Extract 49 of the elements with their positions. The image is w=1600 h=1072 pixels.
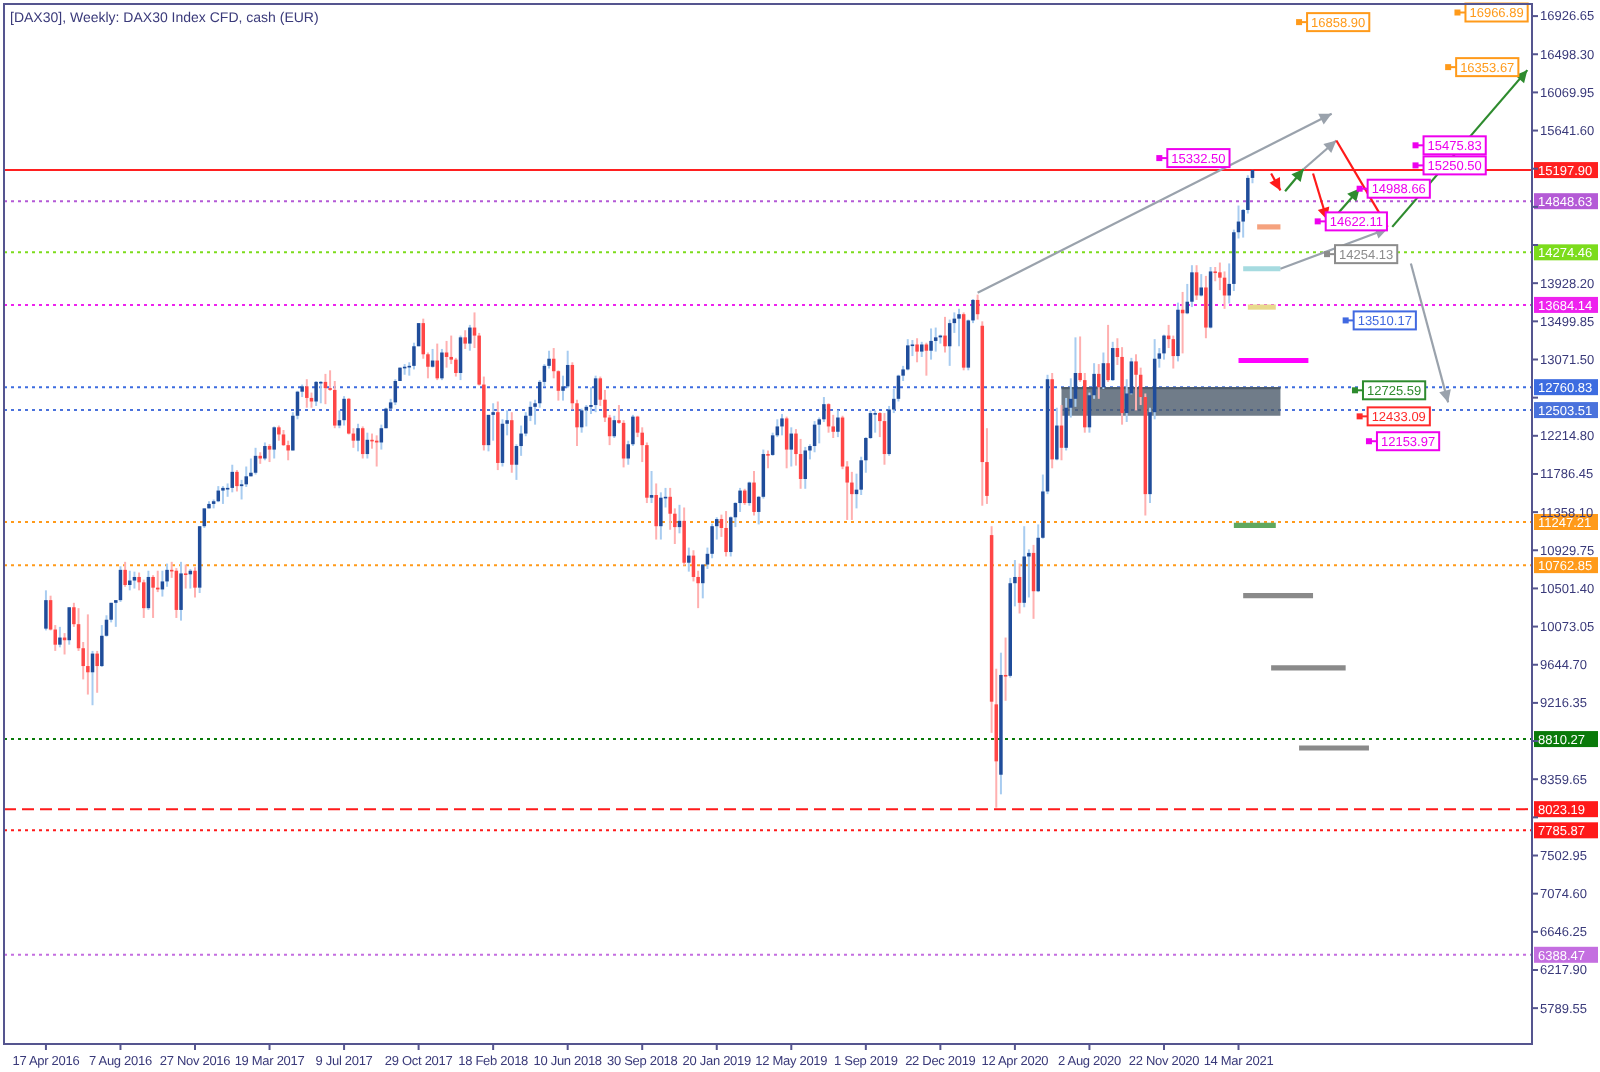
candlestick <box>1176 301 1180 363</box>
candlestick <box>649 469 654 505</box>
candlestick <box>67 606 71 646</box>
candlestick <box>1134 353 1138 412</box>
candlestick <box>491 402 495 442</box>
candlestick <box>780 412 784 437</box>
candlestick <box>95 649 99 694</box>
candlestick <box>682 506 686 567</box>
candlestick <box>933 326 938 353</box>
candlestick <box>943 315 947 354</box>
candlestick <box>342 395 346 427</box>
candlestick <box>654 482 658 541</box>
candlestick <box>1022 525 1026 609</box>
candlestick <box>915 337 919 364</box>
candlestick <box>435 342 439 382</box>
candlestick <box>687 546 691 573</box>
candlestick <box>123 560 127 588</box>
candlestick <box>305 378 309 409</box>
candlestick <box>836 409 840 439</box>
candlestick <box>444 339 449 369</box>
candlestick <box>463 329 467 350</box>
candlestick <box>873 409 877 434</box>
candlestick <box>440 347 444 382</box>
candlestick <box>957 307 961 348</box>
candlestick <box>128 569 132 592</box>
candlestick <box>1055 406 1059 462</box>
candlestick <box>314 380 318 407</box>
candlestick <box>929 327 933 361</box>
candlestick <box>193 566 197 599</box>
candlestick <box>924 341 929 377</box>
candlestick <box>1003 636 1008 702</box>
candlestick <box>86 613 90 696</box>
candlestick <box>510 411 514 474</box>
candlestick <box>752 469 756 517</box>
candlestick <box>659 491 663 541</box>
candlestick <box>142 578 146 619</box>
candlestick <box>356 422 360 453</box>
candlestick <box>58 625 62 649</box>
candlestick <box>1162 333 1166 361</box>
candlestick <box>44 589 48 632</box>
candlestick <box>183 563 188 590</box>
candlestick <box>468 323 472 352</box>
candlestick <box>1097 363 1101 400</box>
candlestick <box>235 469 239 493</box>
candlestick <box>179 560 183 622</box>
candlestick <box>1106 323 1110 383</box>
candlestick <box>724 510 728 558</box>
candlestick <box>151 574 155 619</box>
candlestick <box>272 425 276 460</box>
